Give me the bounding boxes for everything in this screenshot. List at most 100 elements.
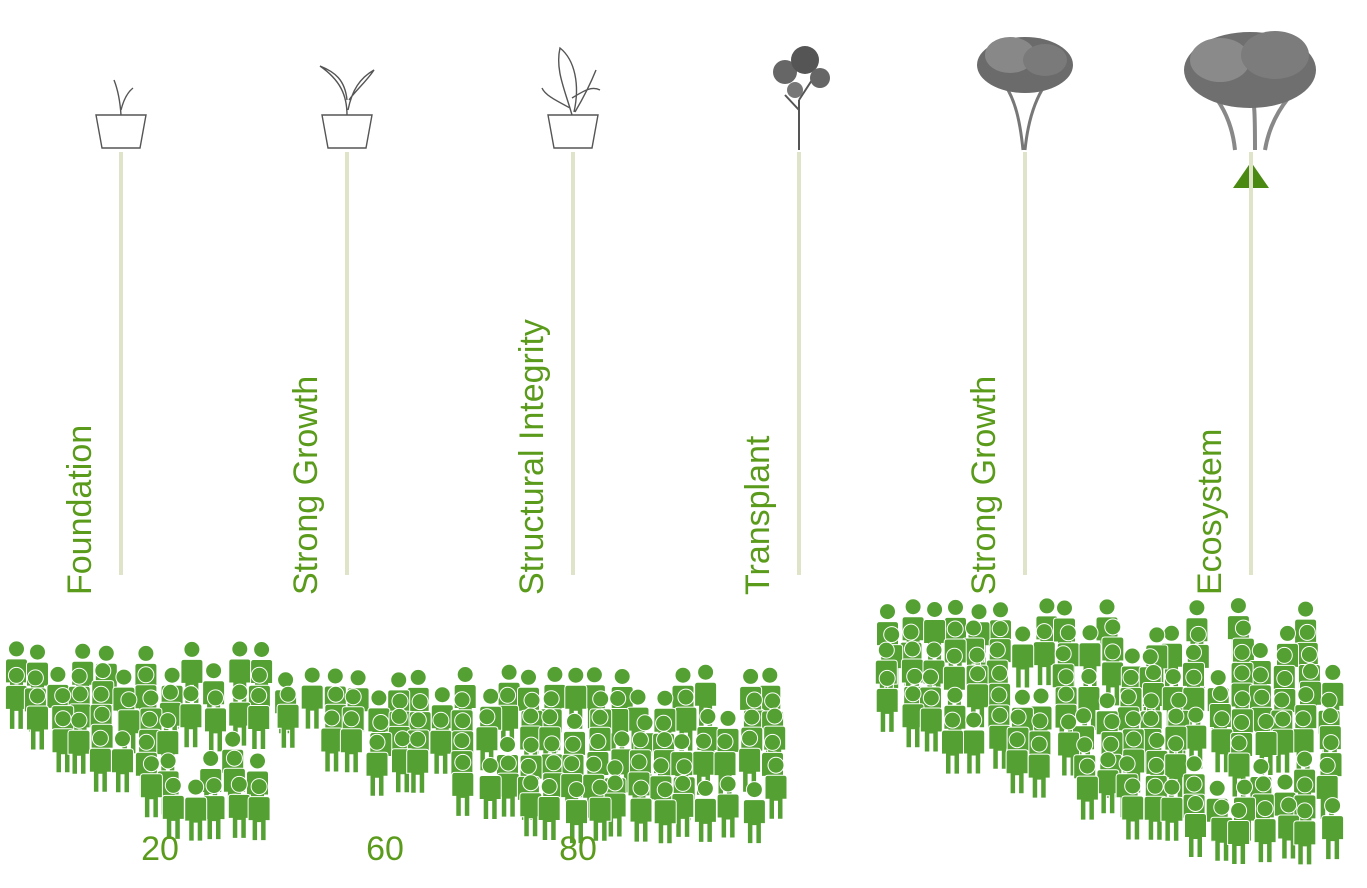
person-head	[1237, 779, 1253, 795]
person-head	[947, 621, 963, 637]
person-head	[1325, 798, 1341, 814]
person-head	[1123, 669, 1139, 685]
person-head	[971, 604, 987, 620]
person-body	[27, 706, 49, 750]
person-head	[544, 736, 560, 752]
person-head	[1186, 644, 1202, 660]
person-head	[1188, 796, 1204, 812]
person-head	[1231, 803, 1247, 819]
person-head	[720, 776, 736, 792]
person-icon	[1294, 803, 1316, 865]
person-head	[1143, 693, 1159, 709]
person-head	[884, 627, 900, 643]
person-head	[1189, 600, 1205, 616]
person-head	[586, 667, 602, 683]
person-head	[1148, 757, 1164, 773]
person-head	[1099, 599, 1115, 615]
person-head	[948, 599, 964, 615]
person-head	[455, 713, 471, 729]
person-head	[1303, 663, 1319, 679]
person-body	[717, 794, 739, 838]
person-body	[248, 706, 270, 750]
person-body	[185, 797, 207, 841]
person-head	[697, 780, 713, 796]
sprout-pot	[320, 66, 374, 148]
person-head	[523, 708, 539, 724]
person-icon	[185, 779, 207, 841]
person-head	[1234, 691, 1250, 707]
person-head	[55, 688, 71, 704]
infographic: FoundationStrong GrowthStructural Integr…	[0, 0, 1367, 888]
person-head	[343, 711, 359, 727]
person-head	[521, 669, 537, 685]
person-head	[991, 687, 1007, 703]
person-head	[369, 734, 385, 750]
person-body	[479, 776, 501, 820]
person-head	[94, 706, 110, 722]
person-body	[538, 797, 560, 841]
person-head	[1210, 670, 1226, 686]
person-body	[430, 730, 452, 774]
person-body	[140, 774, 162, 818]
person-head	[1103, 736, 1119, 752]
person-head	[1297, 777, 1313, 793]
person-head	[391, 672, 407, 688]
person-head	[1124, 648, 1140, 664]
person-head	[395, 731, 411, 747]
person-body	[1122, 796, 1144, 840]
person-head	[1212, 686, 1228, 702]
person-head	[614, 731, 630, 747]
person-head	[1077, 737, 1093, 753]
person-body	[366, 752, 388, 796]
person-icon	[694, 780, 716, 842]
person-body	[1006, 750, 1028, 794]
person-head	[524, 692, 540, 708]
person-icon	[538, 779, 560, 841]
person-head	[565, 736, 581, 752]
person-head	[746, 782, 762, 798]
person-head	[1055, 646, 1071, 662]
stage-label: Strong Growth	[965, 376, 1003, 595]
person-head	[542, 709, 558, 725]
person-head	[1297, 803, 1313, 819]
person-head	[327, 668, 343, 684]
person-head	[767, 708, 783, 724]
person-head	[1234, 665, 1250, 681]
person-head	[1322, 708, 1338, 724]
person-head	[1258, 714, 1274, 730]
person-head	[657, 690, 673, 706]
person-head	[878, 642, 894, 658]
person-head	[1058, 686, 1074, 702]
person-body	[1076, 776, 1098, 820]
person-head	[30, 644, 46, 660]
person-head	[188, 779, 204, 795]
person-head	[675, 775, 691, 791]
person-head	[1171, 692, 1187, 708]
person-body	[1012, 644, 1034, 688]
count: 80	[559, 830, 597, 868]
person-head	[93, 686, 109, 702]
person-head	[75, 643, 91, 659]
person-head	[568, 667, 584, 683]
person-icon	[479, 758, 501, 820]
person-head	[992, 665, 1008, 681]
person-head	[1164, 625, 1180, 641]
person-head	[742, 730, 758, 746]
person-head	[1297, 751, 1313, 767]
person-head	[116, 669, 132, 685]
stage-label: Ecosystem	[1191, 429, 1229, 595]
person-icon	[1161, 779, 1183, 841]
person-head	[160, 753, 176, 769]
person-head	[700, 709, 716, 725]
person-head	[27, 670, 43, 686]
stage-label: Strong Growth	[287, 376, 325, 595]
person-head	[564, 756, 580, 772]
person-head	[165, 777, 181, 793]
person-head	[632, 732, 648, 748]
person-head	[203, 751, 219, 767]
person-head	[992, 707, 1008, 723]
person-head	[160, 713, 176, 729]
person-head	[743, 668, 759, 684]
person-head	[1142, 649, 1158, 665]
